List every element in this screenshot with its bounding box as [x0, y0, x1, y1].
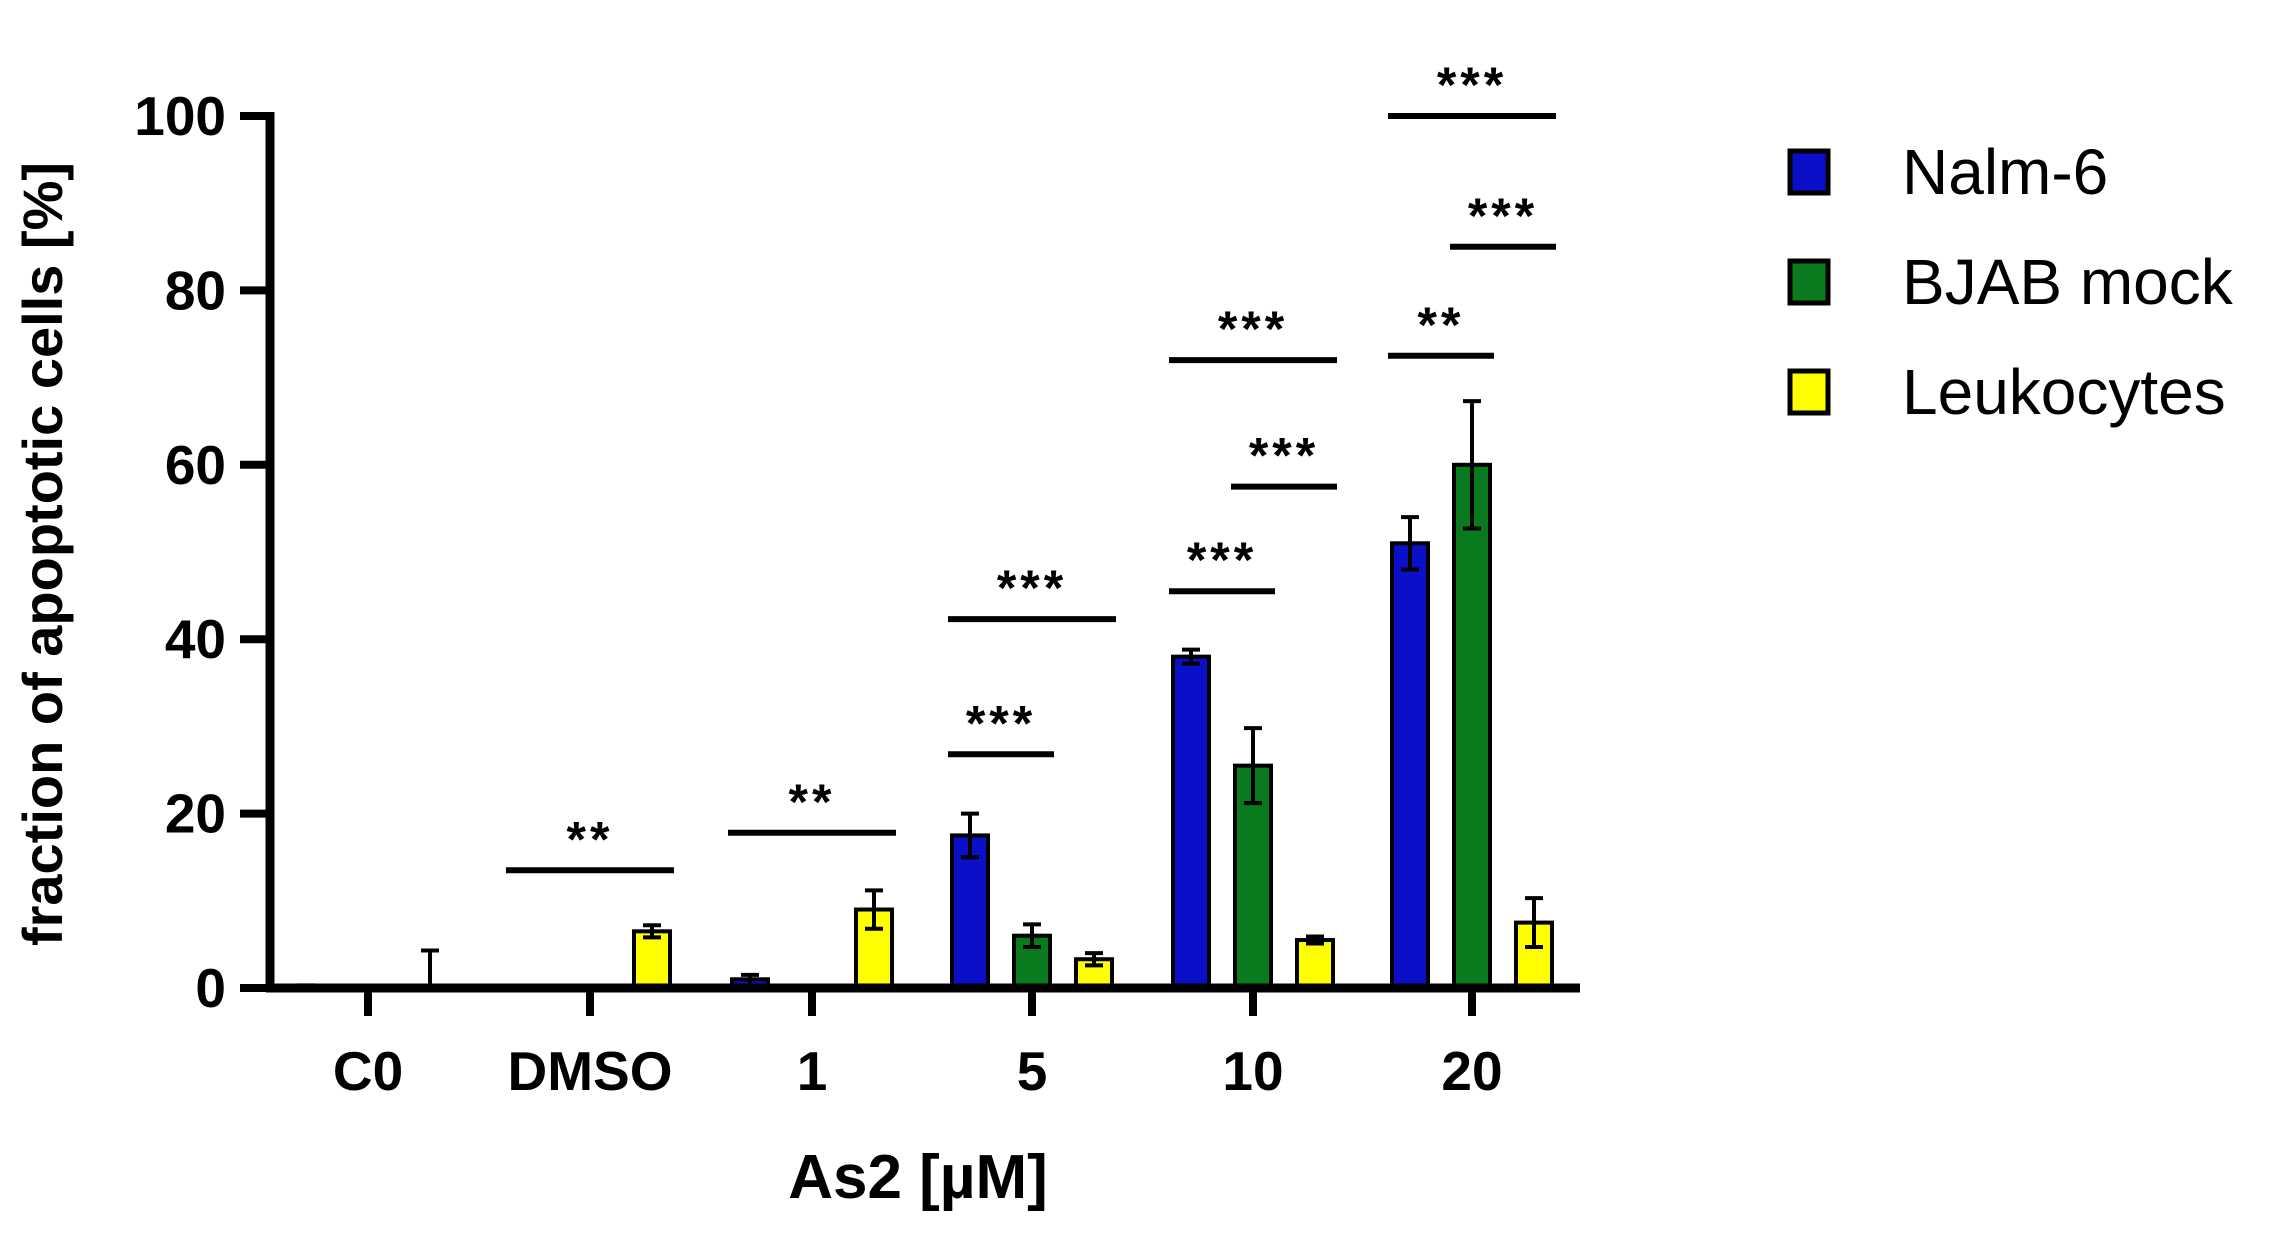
significance-label: ***: [1468, 188, 1538, 244]
significance-label: ***: [1249, 428, 1319, 484]
significance-label: ***: [997, 560, 1067, 616]
bar: [632, 929, 672, 991]
y-tick-label: 0: [195, 957, 226, 1019]
x-tick-label: DMSO: [508, 1040, 673, 1102]
bars: [632, 462, 1554, 991]
legend-swatch: [1787, 148, 1831, 196]
legend-label: Nalm-6: [1902, 136, 2108, 208]
significance-annotations: ********** ********* ********: [506, 57, 1556, 874]
x-tick-label: 5: [1017, 1040, 1048, 1102]
significance-label: ***: [1218, 301, 1288, 357]
bar: [1390, 541, 1430, 991]
legend-label: BJAB mock: [1902, 246, 2234, 318]
y-tick-label: 40: [165, 608, 226, 670]
y-tick-label: 100: [134, 85, 226, 147]
error-bars: [297, 399, 1543, 989]
y-tick-label: 80: [165, 259, 226, 321]
legend-swatch: [1787, 368, 1831, 416]
significance-label: **: [567, 811, 614, 867]
y-tick-label: 20: [165, 783, 226, 845]
bar: [1295, 938, 1335, 990]
x-tick-label: 20: [1441, 1040, 1502, 1102]
significance-label: ***: [1187, 532, 1257, 588]
x-tick-label: 1: [797, 1040, 828, 1102]
y-axis-label: fraction of apoptotic cells [%]: [11, 162, 74, 946]
legend-label: Leukocytes: [1902, 356, 2226, 428]
legend-swatch: [1787, 258, 1831, 306]
x-axis-label: As2 [µM]: [788, 1143, 1048, 1212]
significance-label: **: [789, 774, 836, 830]
bar: [1171, 654, 1211, 990]
x-tick-label: C0: [333, 1040, 403, 1102]
significance-label: **: [1418, 297, 1465, 353]
legend: Nalm-6 BJAB mock Leukocytes: [1787, 136, 2234, 428]
x-tick-label: 10: [1222, 1040, 1283, 1102]
axes: [240, 112, 1580, 1016]
significance-label: ***: [1437, 57, 1507, 113]
tick-labels: 0 20 40 60 80 100 C0 DMSO 1 5 10 20: [134, 85, 1502, 1102]
significance-label: ***: [966, 695, 1036, 751]
bar: [1452, 462, 1492, 990]
y-tick-label: 60: [165, 434, 226, 496]
